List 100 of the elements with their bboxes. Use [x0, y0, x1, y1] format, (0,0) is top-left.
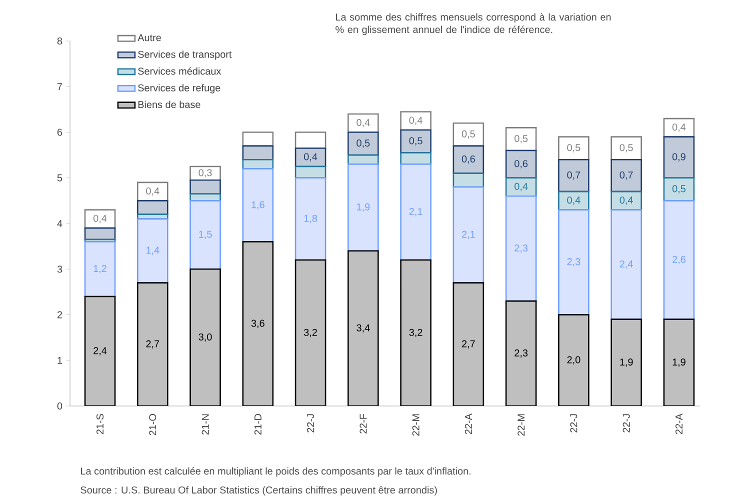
y-tick-label: 7 — [57, 83, 62, 90]
data-label: 0,5 — [462, 130, 475, 139]
bar — [84, 296, 116, 406]
bar — [136, 200, 168, 216]
bar — [294, 132, 326, 150]
bar — [294, 177, 326, 261]
bar — [136, 282, 168, 406]
bar — [84, 228, 116, 240]
bar — [452, 282, 484, 406]
text: La contribution est calculée en multipliant le poids des composants par le taux d'inflation. — [81, 467, 470, 477]
bar — [663, 318, 695, 406]
data-label: 0,4 — [304, 153, 318, 162]
bar — [452, 172, 484, 188]
y-tick-label: 8 — [57, 38, 62, 45]
bar — [610, 318, 642, 406]
bar — [610, 136, 642, 161]
data-label: 2,3 — [514, 350, 528, 358]
data-label: 3,0 — [198, 334, 212, 342]
bar — [558, 314, 590, 406]
bar — [84, 209, 116, 229]
x-tick-label: 21-D — [254, 414, 262, 435]
y-tick-label: 0 — [57, 402, 62, 410]
text: La somme des chiffres mensuels correspond à la variation en % en glissement annuel de l'indice de référence. — [336, 13, 611, 36]
x-tick-label: 22-A — [675, 414, 682, 434]
data-label: 2,0 — [567, 356, 580, 365]
bar — [242, 168, 274, 243]
data-label: 0,7 — [620, 172, 633, 180]
bar — [505, 177, 537, 198]
x-tick-label: 22-F — [360, 414, 367, 434]
data-label: 0,4 — [356, 119, 370, 128]
data-label: 3,2 — [304, 329, 317, 338]
data-label: 0,6 — [514, 160, 528, 169]
legend-label: Services de transport — [138, 50, 232, 60]
bar — [190, 180, 221, 195]
data-label: 1,9 — [357, 204, 370, 212]
data-label: 0,9 — [672, 153, 686, 162]
data-label: 0,5 — [672, 185, 686, 194]
x-tick-label: 22-M — [518, 414, 525, 436]
data-label: 0,4 — [567, 196, 580, 206]
data-label: 0,4 — [620, 196, 633, 206]
bar — [242, 146, 274, 161]
data-label: 0,5 — [567, 144, 580, 153]
bar — [190, 268, 221, 406]
legend-label: Services de refuge — [138, 84, 220, 94]
bar — [84, 241, 116, 298]
bar — [452, 122, 484, 147]
x-tick-label: 22-A — [464, 414, 472, 434]
bar — [400, 164, 432, 261]
legend-label: Services médicaux — [138, 67, 222, 75]
bar — [190, 200, 221, 270]
bar — [452, 146, 484, 174]
data-label: 1,2 — [94, 265, 106, 274]
data-label: 0,4 — [672, 124, 686, 132]
data-label: 2,1 — [409, 208, 422, 216]
bar — [558, 209, 590, 316]
bar — [505, 196, 537, 302]
bar — [400, 130, 432, 154]
x-tick-label: 22-J — [622, 414, 630, 433]
data-label: 0,4 — [409, 116, 422, 126]
bar — [242, 241, 274, 406]
y-tick-label: 6 — [57, 128, 62, 136]
data-label: 0,5 — [514, 135, 528, 144]
bar — [452, 186, 484, 284]
data-label: 0,5 — [620, 144, 633, 153]
legend-label: Biens de base — [138, 101, 200, 108]
data-label: 2,1 — [462, 231, 475, 240]
data-label: 1,9 — [620, 358, 633, 368]
bar — [294, 260, 326, 406]
x-tick-label: 21-S — [96, 414, 104, 434]
bar — [348, 164, 379, 252]
bar — [348, 250, 379, 406]
data-label: 1,4 — [146, 247, 160, 256]
bar — [400, 260, 432, 406]
x-tick-label: 22-J — [570, 414, 578, 433]
bar — [505, 150, 537, 179]
bar — [663, 177, 695, 202]
bar — [558, 159, 590, 192]
data-label: 2,7 — [462, 340, 475, 349]
data-label: 0,5 — [409, 137, 422, 146]
data-label: 2,6 — [672, 256, 686, 264]
y-tick-label: 5 — [57, 174, 62, 182]
y-tick-label: 2 — [57, 312, 62, 318]
bar — [610, 209, 642, 320]
data-label: 0,6 — [462, 156, 475, 164]
bar — [663, 136, 695, 179]
data-label: 3,6 — [251, 320, 264, 328]
bar — [558, 136, 590, 161]
bar — [505, 127, 537, 152]
bar — [136, 218, 168, 284]
bar — [663, 200, 695, 320]
data-label: 2,4 — [94, 347, 107, 356]
y-tick-label: 4 — [57, 220, 62, 228]
data-label: 1,8 — [304, 215, 318, 224]
bar — [242, 132, 274, 147]
data-label: 2,3 — [514, 244, 528, 253]
y-tick-label: 1 — [58, 357, 62, 364]
data-label: 3,2 — [409, 329, 422, 338]
source-note: Source : U.S. Bureau Of Labor Statistics (Certains chiffres peuvent être arrondis) — [80, 486, 437, 496]
data-label: 3,4 — [356, 324, 370, 333]
x-tick-label: 21-N — [202, 414, 209, 435]
